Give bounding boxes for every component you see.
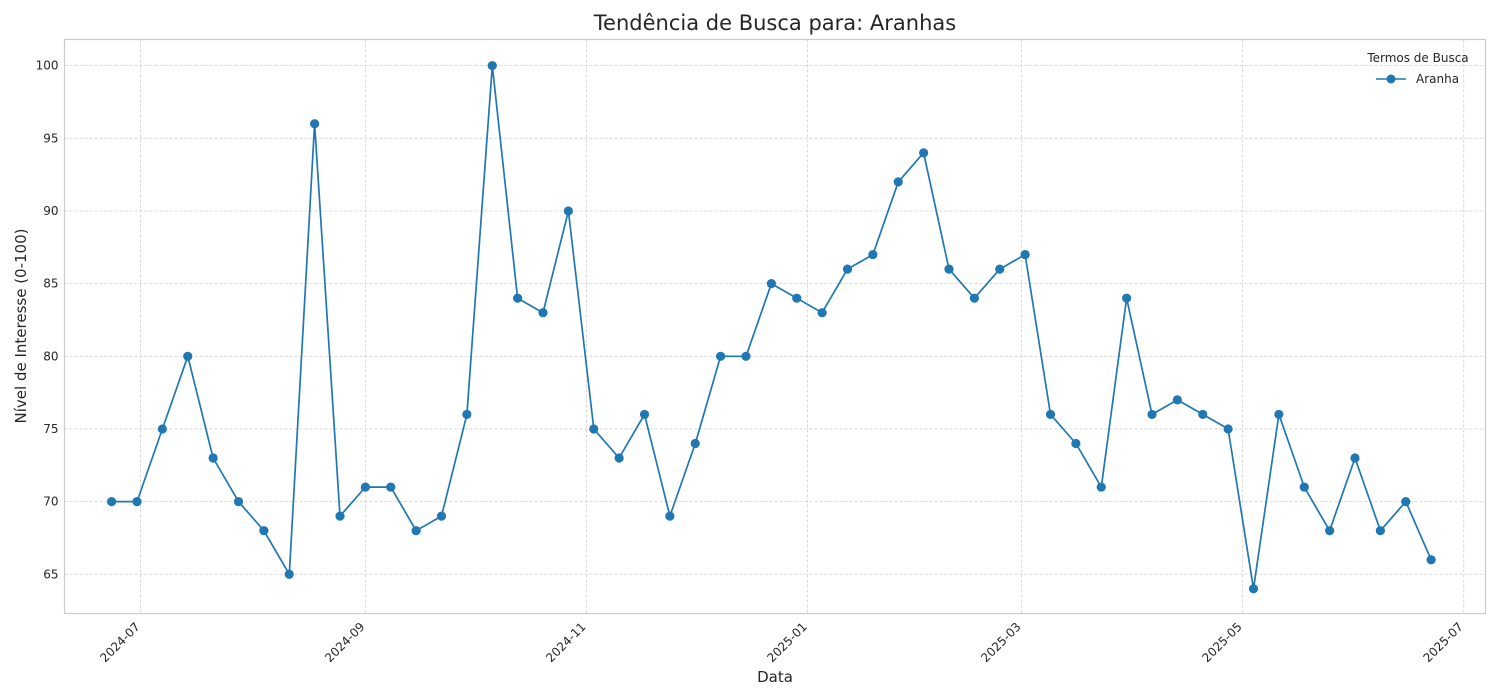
data-point-9 [335,511,345,521]
data-point-42 [1172,395,1182,405]
data-point-49 [1350,453,1360,463]
data-point-51 [1401,497,1411,507]
x-tick-label-2024-09: 2024-09 [322,620,367,665]
y-tick-label-70: 70 [43,495,58,509]
data-point-35 [995,264,1005,274]
data-point-26 [766,279,776,289]
data-point-38 [1071,438,1081,449]
data-point-23 [690,438,700,449]
data-point-5 [233,497,244,507]
data-point-17 [538,308,548,318]
data-point-20 [614,453,624,463]
y-tick-label-100: 100 [36,59,59,73]
data-point-16 [513,293,523,303]
data-point-52 [1426,555,1436,565]
x-tick-label-2025-07: 2025-07 [1421,620,1466,665]
y-tick-label-85: 85 [43,277,58,291]
x-tick-label-2025-05: 2025-05 [1199,620,1244,665]
data-point-14 [462,409,472,420]
data-point-12 [411,526,421,536]
data-point-37 [1045,409,1056,420]
data-point-50 [1375,526,1385,536]
series-line-0 [111,64,1432,590]
legend: Termos de Busca Aranha [1366,51,1468,86]
data-point-27 [792,293,802,303]
y-tick-label-80: 80 [43,349,58,363]
y-tick-label-65: 65 [43,567,58,581]
x-tick-label-2024-11: 2024-11 [543,620,588,665]
grid-lines [64,39,1486,614]
y-tick-label-95: 95 [43,131,58,145]
x-tick-label-2024-07: 2024-07 [97,620,142,665]
data-point-22 [665,511,675,521]
data-point-31 [893,177,903,187]
data-point-43 [1198,409,1208,420]
data-point-19 [589,424,599,434]
data-point-6 [259,526,269,536]
x-tick-label-2025-01: 2025-01 [764,620,809,665]
chart-title: Tendência de Busca para: Aranhas [593,11,956,35]
data-point-32 [919,148,929,158]
data-point-4 [208,453,218,463]
data-point-44 [1223,424,1233,434]
data-point-48 [1325,526,1335,536]
legend-marker-aranha [1386,74,1396,84]
data-point-29 [842,264,853,274]
data-point-28 [817,308,827,318]
data-point-24 [716,351,726,361]
data-point-0 [107,497,117,507]
series-layer [107,61,1436,594]
data-point-39 [1096,482,1106,492]
data-point-47 [1299,482,1309,492]
data-point-3 [183,351,193,361]
x-axis-ticks: 2024-07 2024-09 2024-11 2025-01 2025-03 2025-… [97,620,1465,665]
y-tick-label-75: 75 [43,422,58,436]
data-point-10 [360,482,370,492]
data-point-18 [563,206,573,216]
data-point-13 [436,511,447,521]
x-axis-label: Data [757,668,793,686]
legend-title: Termos de Busca [1366,51,1468,65]
data-point-33 [944,264,954,274]
data-point-40 [1122,293,1132,303]
x-tick-label-2025-03: 2025-03 [978,620,1023,665]
data-point-34 [969,293,979,303]
data-point-21 [639,409,650,420]
y-axis-label: Nível de Interesse (0-100) [12,229,30,424]
data-point-7 [284,569,294,579]
legend-label-aranha: Aranha [1416,72,1459,86]
data-point-30 [868,249,878,260]
data-point-36 [1020,249,1030,260]
data-point-25 [741,351,751,361]
data-point-15 [487,61,497,71]
data-point-41 [1147,409,1157,420]
data-point-46 [1274,409,1284,420]
y-tick-label-90: 90 [43,204,58,218]
plot-frame [63,38,1487,615]
data-point-45 [1248,584,1259,594]
y-axis-ticks: 65 70 75 80 85 90 95 100 [36,59,59,582]
data-point-2 [157,424,167,434]
data-point-1 [132,497,142,507]
data-point-11 [386,482,396,492]
data-point-8 [310,119,320,129]
